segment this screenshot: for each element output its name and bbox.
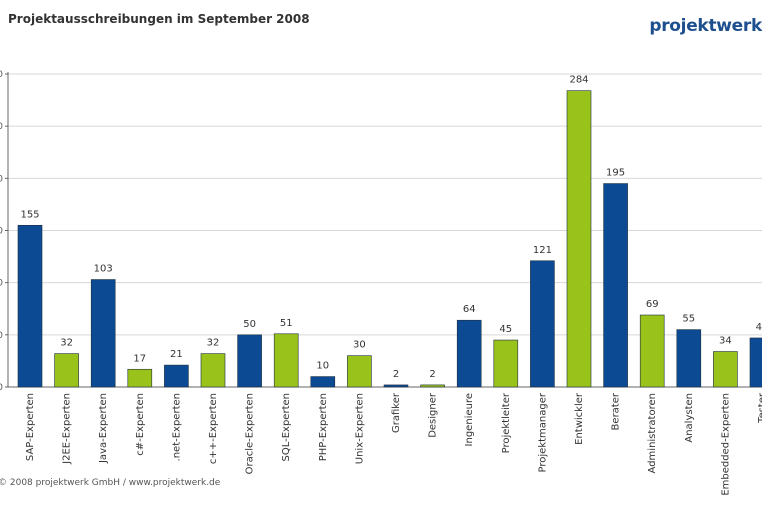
category-label: Designer xyxy=(428,392,439,438)
category-label: Projektleiter xyxy=(501,392,512,453)
category-label: Tester xyxy=(757,392,762,424)
category-label: Analysten xyxy=(684,393,695,443)
bar-value-label: 69 xyxy=(646,299,659,310)
bar-value-label: 2 xyxy=(429,369,435,380)
bar xyxy=(493,339,519,388)
category-label: Unix-Experten xyxy=(354,393,365,464)
bar xyxy=(164,364,189,388)
category-label: Berater xyxy=(611,392,622,430)
bar xyxy=(127,368,153,388)
category-label: c++-Experten xyxy=(208,393,219,464)
category-label: J2EE-Experten xyxy=(62,393,73,465)
bar-value-label: 121 xyxy=(533,245,552,256)
bar-value-label: 2 xyxy=(393,369,399,380)
y-tick-label: 100 xyxy=(0,279,3,289)
category-label: Java-Experten xyxy=(98,393,109,464)
bar-value-label: 32 xyxy=(207,338,220,349)
category-label: SAP-Experten xyxy=(25,393,36,461)
bar-value-label: 55 xyxy=(682,314,695,325)
bar xyxy=(530,260,555,388)
bar xyxy=(713,351,738,388)
y-tick-label: 150 xyxy=(0,227,3,237)
y-tick-label: 250 xyxy=(0,122,3,132)
bar xyxy=(90,279,116,388)
bar-value-label: 17 xyxy=(133,353,146,364)
category-label: Entwickler xyxy=(574,392,585,445)
bar-value-label: 284 xyxy=(569,75,588,86)
bar-value-label: 34 xyxy=(719,336,732,347)
category-label: Embedded-Experten xyxy=(720,393,731,496)
bar-value-label: 45 xyxy=(499,324,512,335)
bar-value-label: 32 xyxy=(60,338,73,349)
category-label: PHP-Experten xyxy=(318,393,329,461)
y-tick-label: 50 xyxy=(0,331,3,341)
bar-value-label: 10 xyxy=(316,361,329,372)
y-tick-label: 200 xyxy=(0,174,3,184)
bar xyxy=(310,376,336,388)
bar xyxy=(639,314,665,388)
bar-value-label: 51 xyxy=(280,318,293,329)
category-label: .net-Experten xyxy=(171,393,182,461)
bar-value-label: 155 xyxy=(20,209,39,220)
bar xyxy=(54,353,79,388)
bar xyxy=(347,355,372,388)
y-tick-label: 300 xyxy=(0,70,3,80)
bar xyxy=(200,353,226,388)
bar xyxy=(603,183,628,388)
bar-value-label: 195 xyxy=(606,168,625,179)
category-label: c#-Experten xyxy=(135,393,146,456)
bar xyxy=(456,319,482,388)
bar xyxy=(566,90,592,388)
category-label: Administratoren xyxy=(647,393,658,473)
bar xyxy=(383,384,409,388)
footer-copyright: © 2008 projektwerk GmbH / www.projektwer… xyxy=(0,478,221,488)
bar xyxy=(749,337,762,388)
bar-value-label: 64 xyxy=(463,304,476,315)
bar xyxy=(676,329,702,388)
bar-value-label: 30 xyxy=(353,340,366,351)
bar-value-label: 50 xyxy=(243,319,256,330)
category-label: Projektmanager xyxy=(537,392,548,472)
category-label: Oracle-Experten xyxy=(245,393,256,474)
chart-title: Projektausschreibungen im September 2008 xyxy=(8,12,310,26)
bar xyxy=(237,334,262,388)
bar-value-label: 47 xyxy=(756,322,762,333)
bar xyxy=(17,224,43,388)
category-label: Grafiker xyxy=(391,392,402,433)
bar-value-label: 103 xyxy=(94,264,113,275)
category-label: SQL-Experten xyxy=(281,393,292,461)
bar xyxy=(273,333,299,388)
projektwerk-logo: projektwerk xyxy=(649,16,762,36)
bar-value-label: 21 xyxy=(170,349,183,360)
y-tick-label: 0 xyxy=(0,383,3,393)
bar xyxy=(420,384,445,388)
category-label: Ingenieure xyxy=(464,393,475,446)
